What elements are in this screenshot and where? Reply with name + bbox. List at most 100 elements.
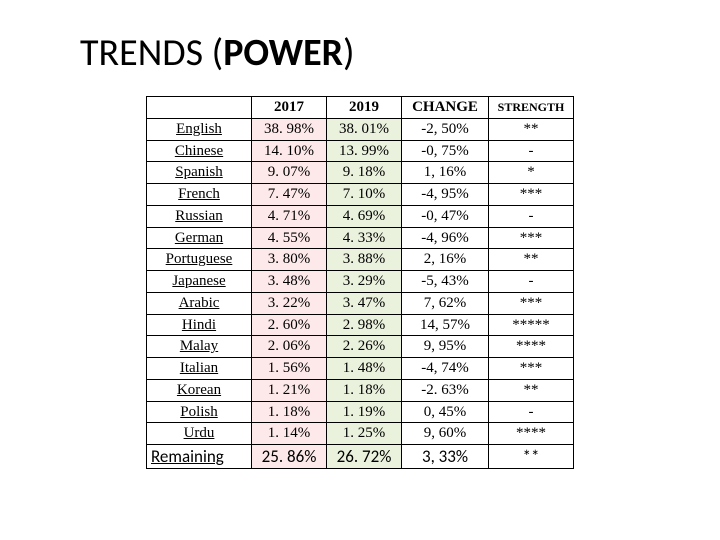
cell-change: 3, 33% xyxy=(402,445,489,469)
cell-strength: **** xyxy=(489,336,574,358)
cell-change: 2, 16% xyxy=(402,249,489,271)
cell-2017: 1. 21% xyxy=(252,379,327,401)
col-lang-header xyxy=(147,97,252,119)
cell-strength: ** xyxy=(489,445,574,469)
cell-lang: Arabic xyxy=(147,292,252,314)
cell-strength: *** xyxy=(489,227,574,249)
cell-change: -2, 50% xyxy=(402,118,489,140)
table-row: Portuguese3. 80%3. 88%2, 16%** xyxy=(147,249,574,271)
cell-2017: 7. 47% xyxy=(252,184,327,206)
cell-change: -0, 47% xyxy=(402,205,489,227)
table-row: Italian1. 56%1. 48%-4, 74%*** xyxy=(147,358,574,380)
cell-strength: *** xyxy=(489,358,574,380)
cell-strength: - xyxy=(489,401,574,423)
table-row: Urdu1. 14%1. 25%9, 60%**** xyxy=(147,423,574,445)
cell-2019: 38. 01% xyxy=(327,118,402,140)
cell-change: 9, 60% xyxy=(402,423,489,445)
cell-strength: **** xyxy=(489,423,574,445)
cell-2017: 4. 71% xyxy=(252,205,327,227)
table-row: English38. 98%38. 01%-2, 50%** xyxy=(147,118,574,140)
cell-lang: German xyxy=(147,227,252,249)
cell-2017: 2. 60% xyxy=(252,314,327,336)
cell-lang: Chinese xyxy=(147,140,252,162)
cell-2019: 3. 29% xyxy=(327,271,402,293)
cell-lang: Italian xyxy=(147,358,252,380)
cell-change: 7, 62% xyxy=(402,292,489,314)
cell-2017: 3. 80% xyxy=(252,249,327,271)
table-row: Japanese3. 48%3. 29%-5, 43%- xyxy=(147,271,574,293)
table-row: German4. 55%4. 33%-4, 96%*** xyxy=(147,227,574,249)
cell-strength: ** xyxy=(489,118,574,140)
cell-change: -4, 96% xyxy=(402,227,489,249)
cell-lang: Malay xyxy=(147,336,252,358)
cell-2017: 38. 98% xyxy=(252,118,327,140)
cell-strength: - xyxy=(489,205,574,227)
table-row: Polish1. 18%1. 19%0, 45%- xyxy=(147,401,574,423)
cell-2019: 1. 19% xyxy=(327,401,402,423)
cell-2017: 1. 18% xyxy=(252,401,327,423)
cell-change: -4, 95% xyxy=(402,184,489,206)
cell-lang: English xyxy=(147,118,252,140)
header-row: 2017 2019 CHANGE STRENGTH xyxy=(147,97,574,119)
cell-2019: 2. 26% xyxy=(327,336,402,358)
cell-2019: 7. 10% xyxy=(327,184,402,206)
cell-strength: ** xyxy=(489,379,574,401)
cell-strength: *** xyxy=(489,184,574,206)
cell-lang: Remaining xyxy=(147,445,252,469)
col-2017-header: 2017 xyxy=(252,97,327,119)
cell-strength: ** xyxy=(489,249,574,271)
cell-2017: 25. 86% xyxy=(252,445,327,469)
cell-strength: - xyxy=(489,140,574,162)
cell-change: 9, 95% xyxy=(402,336,489,358)
table-row: Spanish9. 07%9. 18%1, 16%* xyxy=(147,162,574,184)
cell-2019: 13. 99% xyxy=(327,140,402,162)
cell-lang: Urdu xyxy=(147,423,252,445)
cell-change: 1, 16% xyxy=(402,162,489,184)
table-row: Korean1. 21%1. 18%-2. 63%** xyxy=(147,379,574,401)
cell-2019: 26. 72% xyxy=(327,445,402,469)
cell-2019: 4. 69% xyxy=(327,205,402,227)
cell-2019: 1. 18% xyxy=(327,379,402,401)
col-change-header: CHANGE xyxy=(402,97,489,119)
cell-strength: ***** xyxy=(489,314,574,336)
cell-lang: Spanish xyxy=(147,162,252,184)
table-row: Chinese14. 10%13. 99%-0, 75%- xyxy=(147,140,574,162)
cell-lang: Portuguese xyxy=(147,249,252,271)
cell-change: 0, 45% xyxy=(402,401,489,423)
cell-2019: 4. 33% xyxy=(327,227,402,249)
table-container: 2017 2019 CHANGE STRENGTH English38. 98%… xyxy=(50,96,670,469)
cell-strength: * xyxy=(489,162,574,184)
cell-change: -0, 75% xyxy=(402,140,489,162)
cell-2019: 1. 48% xyxy=(327,358,402,380)
cell-lang: Polish xyxy=(147,401,252,423)
table-row: Hindi2. 60%2. 98%14, 57%***** xyxy=(147,314,574,336)
table-row: Arabic3. 22%3. 47%7, 62%*** xyxy=(147,292,574,314)
slide-title: TRENDS (POWER) xyxy=(80,30,670,76)
title-bold: POWER xyxy=(223,30,343,76)
cell-change: -2. 63% xyxy=(402,379,489,401)
cell-change: -5, 43% xyxy=(402,271,489,293)
cell-change: -4, 74% xyxy=(402,358,489,380)
cell-2019: 2. 98% xyxy=(327,314,402,336)
cell-2017: 1. 14% xyxy=(252,423,327,445)
cell-2017: 4. 55% xyxy=(252,227,327,249)
cell-lang: French xyxy=(147,184,252,206)
col-strength-header: STRENGTH xyxy=(489,97,574,119)
cell-2019: 9. 18% xyxy=(327,162,402,184)
cell-lang: Russian xyxy=(147,205,252,227)
title-post: ) xyxy=(343,30,355,76)
table-row: Malay2. 06%2. 26%9, 95%**** xyxy=(147,336,574,358)
cell-lang: Hindi xyxy=(147,314,252,336)
table-row: French7. 47%7. 10%-4, 95%*** xyxy=(147,184,574,206)
cell-2019: 3. 47% xyxy=(327,292,402,314)
power-table: 2017 2019 CHANGE STRENGTH English38. 98%… xyxy=(146,96,574,469)
table-row: Russian4. 71%4. 69%-0, 47%- xyxy=(147,205,574,227)
col-2019-header: 2019 xyxy=(327,97,402,119)
cell-2017: 9. 07% xyxy=(252,162,327,184)
cell-2017: 1. 56% xyxy=(252,358,327,380)
cell-change: 14, 57% xyxy=(402,314,489,336)
title-pre: TRENDS ( xyxy=(80,30,223,76)
cell-lang: Japanese xyxy=(147,271,252,293)
cell-2017: 3. 48% xyxy=(252,271,327,293)
cell-strength: - xyxy=(489,271,574,293)
